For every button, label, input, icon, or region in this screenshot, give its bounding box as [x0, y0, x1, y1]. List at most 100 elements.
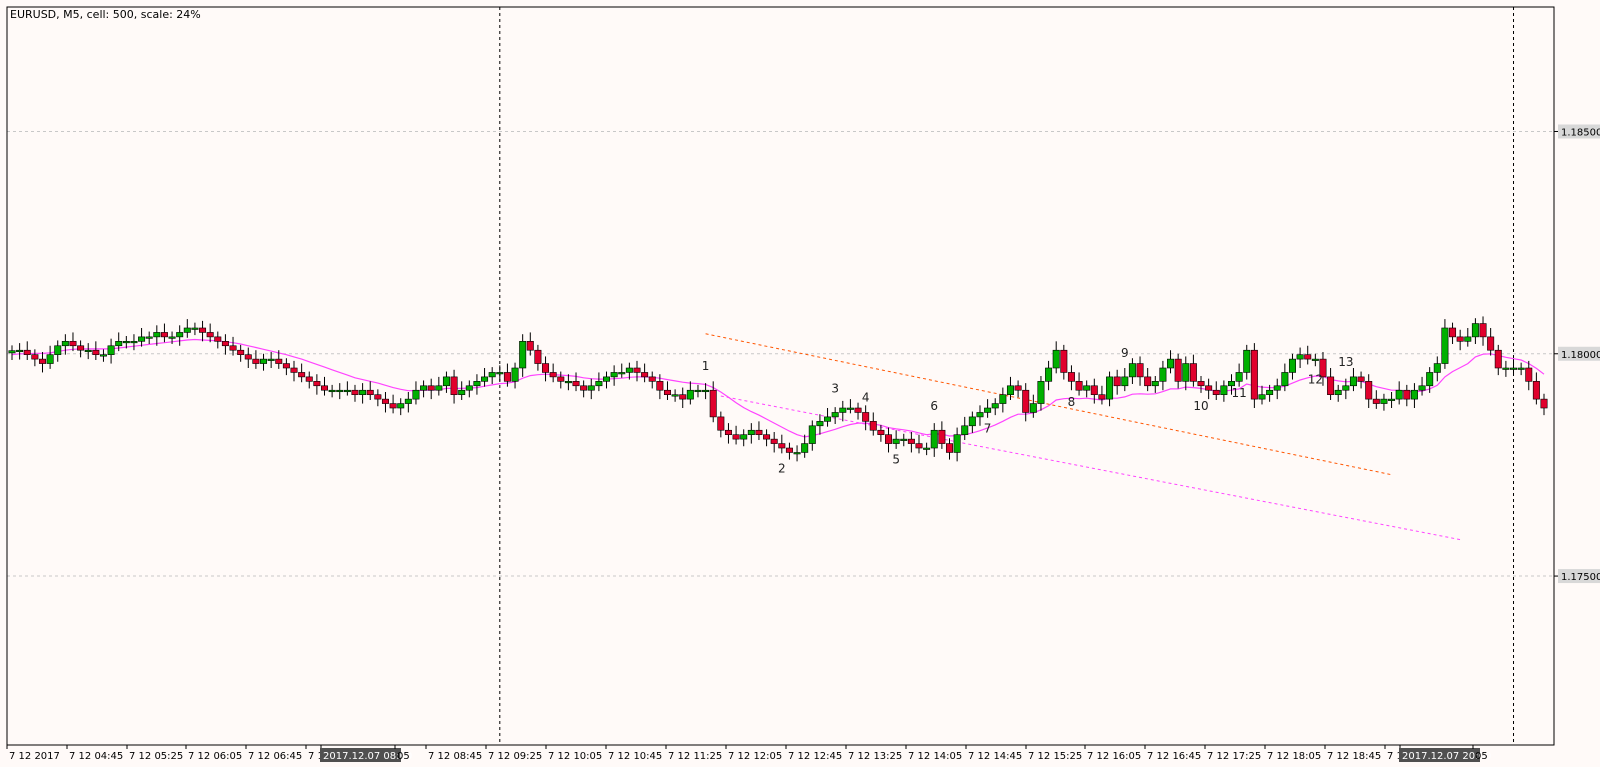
bear-candle — [1532, 381, 1540, 400]
moving-average-line — [11, 338, 1545, 438]
bull-candle — [564, 381, 572, 384]
bear-candle — [1113, 376, 1121, 387]
bull-candle — [420, 385, 428, 391]
bear-candle — [313, 381, 321, 387]
bull-candle — [603, 376, 611, 382]
bear-candle — [526, 341, 534, 351]
bear-candle — [633, 367, 641, 373]
bear-candle — [320, 385, 328, 391]
bear-candle — [1060, 349, 1068, 373]
bull-candle — [1380, 398, 1388, 404]
bear-candle — [1449, 327, 1457, 338]
bull-candle — [8, 350, 16, 354]
bull-candle — [702, 389, 710, 393]
bear-candle — [160, 332, 168, 338]
bear-candle — [1487, 336, 1495, 351]
bear-candle — [854, 407, 862, 413]
bull-candle — [1441, 327, 1449, 364]
bear-candle — [252, 358, 260, 364]
bear-candle — [1197, 381, 1205, 387]
bull-candle — [397, 403, 405, 409]
bear-candle — [877, 429, 885, 435]
bull-candle — [122, 341, 130, 344]
bear-candle — [709, 389, 717, 418]
bull-candle — [625, 367, 633, 373]
bear-candle — [862, 412, 870, 422]
bull-candle — [1159, 367, 1167, 382]
candles-layer — [8, 316, 1548, 462]
bear-candle — [945, 443, 953, 453]
bear-candle — [77, 345, 85, 351]
bear-candle — [282, 363, 290, 369]
bear-candle — [907, 438, 915, 444]
bull-candle — [1151, 381, 1159, 387]
bull-candle — [984, 407, 992, 413]
bull-candle — [1167, 358, 1175, 369]
bull-candle — [176, 332, 184, 338]
moving-average-layer — [11, 338, 1545, 438]
x-tick-label: 2017.12.07 20:00 — [1402, 751, 1491, 762]
bull-candle — [1426, 372, 1434, 387]
bear-candle — [244, 354, 252, 360]
bear-candle — [92, 349, 100, 355]
bull-candle — [930, 429, 938, 449]
x-tick-label: 7 12 12:45 — [788, 751, 842, 762]
bull-candle — [892, 438, 900, 444]
bull-candle — [267, 358, 275, 361]
y-tick-label-bg — [1558, 569, 1600, 584]
bear-candle — [580, 385, 588, 391]
bear-candle — [755, 429, 763, 435]
bull-candle — [801, 443, 809, 453]
x-tick-label: 7 12 16:05 — [1087, 751, 1141, 762]
wave-label-10: 10 — [1193, 399, 1208, 413]
bull-candle — [1121, 376, 1129, 387]
bull-candle — [1342, 385, 1350, 391]
x-tick-label: 7 12 14:05 — [908, 751, 962, 762]
x-highlight-bg — [1399, 748, 1480, 762]
bear-candle — [1479, 323, 1487, 338]
bull-candle — [359, 389, 367, 395]
bear-candle — [1136, 363, 1144, 378]
bull-candle — [107, 345, 115, 355]
wave-label-5: 5 — [892, 453, 900, 467]
bull-candle — [435, 385, 443, 391]
bull-candle — [511, 367, 519, 382]
bull-candle — [968, 416, 976, 427]
bull-candle — [793, 452, 801, 455]
x-tick-label: 7 12 13:25 — [848, 751, 902, 762]
bear-candle — [221, 341, 229, 347]
bear-candle — [663, 389, 671, 395]
bear-candle — [214, 336, 222, 342]
bear-candle — [549, 372, 557, 378]
bear-candle — [381, 398, 389, 404]
bull-candle — [1273, 385, 1281, 391]
bear-candle — [1250, 349, 1258, 400]
bull-candle — [488, 372, 496, 378]
bear-candle — [427, 385, 435, 391]
plot-frame — [6, 6, 1555, 746]
trendline-layer[interactable] — [705, 333, 1461, 541]
x-tick-label: 7 12 06:45 — [248, 751, 302, 762]
x-tick-label: 2017.12.07 08:00 — [323, 751, 412, 762]
bear-candle — [641, 372, 649, 378]
bull-candle — [1083, 385, 1091, 391]
bull-candle — [465, 385, 473, 391]
x-highlight-bg — [320, 748, 401, 762]
bull-candle — [496, 372, 504, 375]
bull-candle — [1045, 367, 1053, 382]
y-tick-label-bg — [1558, 346, 1600, 361]
bear-candle — [69, 341, 77, 347]
y-tick-label: 1.18000 — [1561, 350, 1600, 361]
bull-candle — [694, 389, 702, 393]
x-tick-label: 7 12 10:05 — [548, 751, 602, 762]
bear-candle — [1456, 336, 1464, 342]
wave-label-3: 3 — [831, 381, 839, 395]
bull-candle — [61, 341, 69, 347]
bull-candle — [328, 389, 336, 393]
bull-candle — [824, 416, 832, 422]
bear-candle — [351, 389, 359, 395]
bear-candle — [1372, 398, 1380, 404]
bear-candle — [206, 332, 214, 338]
